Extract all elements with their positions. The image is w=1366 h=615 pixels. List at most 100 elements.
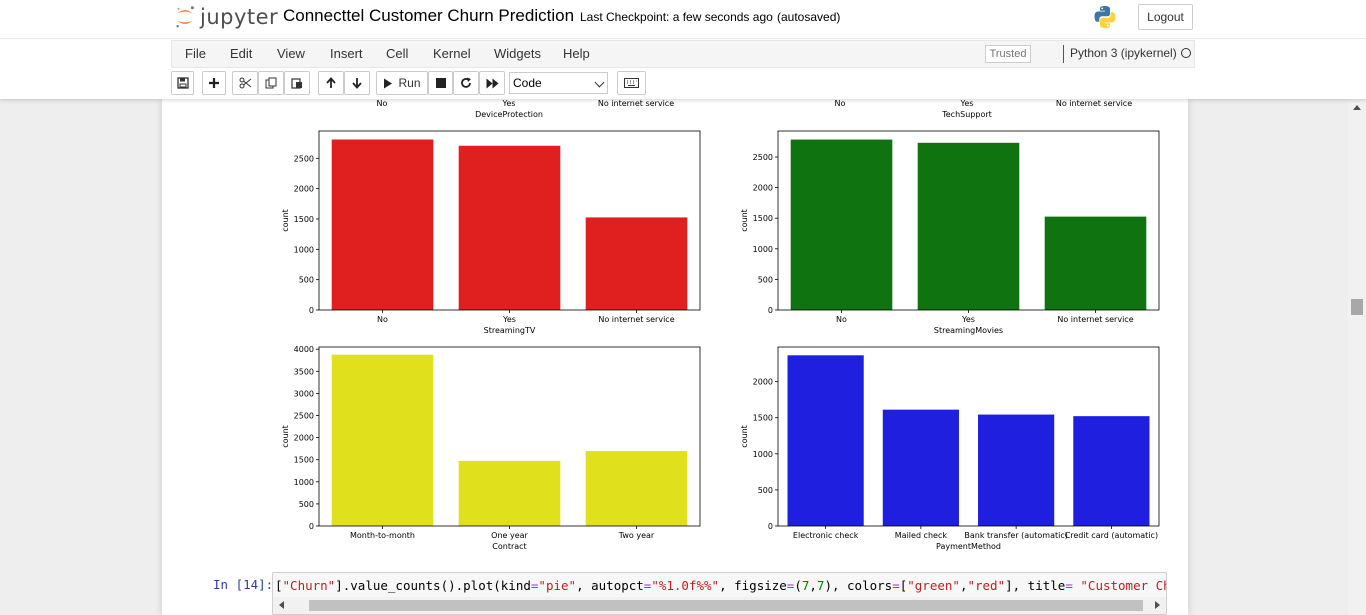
move-down-button[interactable]	[344, 71, 370, 95]
scroll-up-icon[interactable]	[1353, 105, 1361, 110]
countplot-1: No Yes No internet service 0 500 1000 1500 2000…	[740, 130, 1160, 335]
menu-edit[interactable]: Edit	[230, 46, 253, 61]
countplot-3: Electronic check Mailed check Bank transfe…	[740, 346, 1160, 551]
code-token: ,	[959, 578, 968, 593]
top-right-tick-2: No internet service	[1056, 99, 1132, 108]
play-icon	[384, 78, 393, 88]
copy-button[interactable]	[258, 71, 284, 95]
arrow-down-icon	[352, 78, 362, 89]
countplot-0: No Yes No internet service 0 500 1000 1500 2000…	[281, 130, 701, 335]
x-tick-label: No internet service	[1057, 315, 1133, 324]
arrow-up-icon	[326, 77, 336, 88]
y-tick-label: 2500	[294, 154, 314, 163]
cell-type-select[interactable]: Code	[509, 72, 608, 94]
kernel-idle-icon	[1181, 48, 1191, 58]
insert-cell-button[interactable]	[202, 71, 226, 95]
menu-file[interactable]: File	[185, 46, 206, 61]
notebook-container: No Yes No internet service DeviceProtect…	[162, 99, 1188, 615]
bar	[585, 451, 688, 526]
y-tick-label: 2000	[753, 378, 773, 387]
python-logo-icon	[1094, 6, 1116, 28]
x-tick-label: No internet service	[598, 315, 674, 324]
copy-icon	[265, 77, 277, 89]
code-cell-editor[interactable]: ["Churn"].value_counts().plot(kind="pie"…	[272, 572, 1167, 615]
code-token: "Customer Churn Rate"	[1080, 578, 1166, 593]
code-token: =	[530, 578, 539, 593]
save-button[interactable]	[171, 71, 194, 95]
code-token: ,	[809, 578, 817, 593]
code-token: 7	[816, 578, 825, 593]
code-token: =	[786, 578, 795, 593]
y-tick-label: 1500	[753, 214, 773, 223]
code-horizontal-scrollbar[interactable]	[273, 597, 1166, 614]
plus-icon	[209, 78, 219, 88]
cut-button[interactable]	[232, 71, 258, 95]
code-token: "green"	[907, 578, 960, 593]
code-line[interactable]: ["Churn"].value_counts().plot(kind="pie"…	[275, 578, 1166, 593]
move-up-button[interactable]	[318, 71, 344, 95]
scrollbar-thumb[interactable]	[1351, 299, 1363, 315]
restart-button[interactable]	[453, 71, 479, 95]
y-tick-label: 500	[299, 276, 314, 285]
y-tick-label: 0	[768, 306, 773, 315]
y-tick-label: 1500	[753, 414, 773, 423]
y-tick-label: 1000	[753, 245, 773, 254]
fast-forward-icon	[486, 78, 498, 88]
jupyter-logo[interactable]: jupyter	[174, 3, 278, 31]
paste-icon	[291, 78, 302, 89]
x-tick-label: Bank transfer (automatic)	[964, 531, 1067, 540]
kernel-separator	[1063, 45, 1064, 63]
menu-widgets[interactable]: Widgets	[494, 46, 541, 61]
trusted-indicator[interactable]: Trusted	[985, 45, 1031, 63]
y-tick-label: 2000	[753, 184, 773, 193]
bar	[917, 142, 1020, 310]
x-axis-label: StreamingMovies	[934, 326, 1003, 335]
top-left-xlabel: DeviceProtection	[475, 110, 543, 119]
code-token: "%1.0f%%"	[651, 578, 720, 593]
notebook-title[interactable]: Connecttel Customer Churn Prediction	[283, 6, 575, 25]
menu-help[interactable]: Help	[563, 46, 590, 61]
menu-cell[interactable]: Cell	[386, 46, 409, 61]
code-token: ), colors	[824, 578, 893, 593]
x-tick-label: Electronic check	[793, 531, 859, 540]
x-axis-label: StreamingTV	[484, 326, 536, 335]
command-palette-button[interactable]	[617, 71, 646, 95]
y-tick-label: 3500	[294, 367, 314, 376]
x-tick-label: Mailed check	[895, 531, 948, 540]
axes-frame	[318, 130, 701, 311]
run-button[interactable]: Run	[376, 71, 428, 95]
autosave-status: (autosaved)	[777, 10, 841, 24]
y-tick-label: 1000	[294, 245, 314, 254]
code-token: =	[892, 578, 900, 593]
y-tick-label: 3000	[294, 389, 314, 398]
interrupt-button[interactable]	[428, 71, 453, 95]
bar	[585, 217, 688, 310]
bar	[790, 139, 893, 310]
scroll-left-icon[interactable]	[279, 601, 284, 609]
paste-button[interactable]	[284, 71, 310, 95]
top-right-xlabel: TechSupport	[941, 110, 992, 119]
y-axis-label: count	[281, 209, 290, 232]
code-token: [	[899, 578, 908, 593]
restart-run-all-button[interactable]	[479, 71, 505, 95]
y-tick-label: 1000	[753, 450, 773, 459]
kernel-name[interactable]: Python 3 (ipykernel)	[1070, 46, 1177, 60]
scroll-right-icon[interactable]	[1155, 601, 1160, 609]
bar	[882, 409, 959, 526]
code-token: [	[275, 578, 283, 593]
menu-view[interactable]: View	[277, 46, 305, 61]
menu-insert[interactable]: Insert	[330, 46, 363, 61]
bar	[1044, 216, 1147, 310]
x-axis-label: Contract	[492, 542, 526, 551]
y-tick-label: 0	[309, 306, 314, 315]
code-scrollbar-thumb[interactable]	[309, 600, 1143, 611]
top-left-tick-0: No	[377, 99, 388, 108]
chart-layer: No Yes No internet service 0 500 1000 1500 2000…	[281, 130, 1160, 551]
top-right-tick-1: Yes	[960, 99, 974, 108]
y-tick-label: 0	[309, 522, 314, 531]
menu-kernel[interactable]: Kernel	[433, 46, 471, 61]
page-scrollbar[interactable]	[1348, 99, 1366, 615]
code-token: (	[794, 578, 802, 593]
logout-button[interactable]: Logout	[1138, 4, 1193, 30]
x-tick-label: Two year	[618, 531, 655, 540]
